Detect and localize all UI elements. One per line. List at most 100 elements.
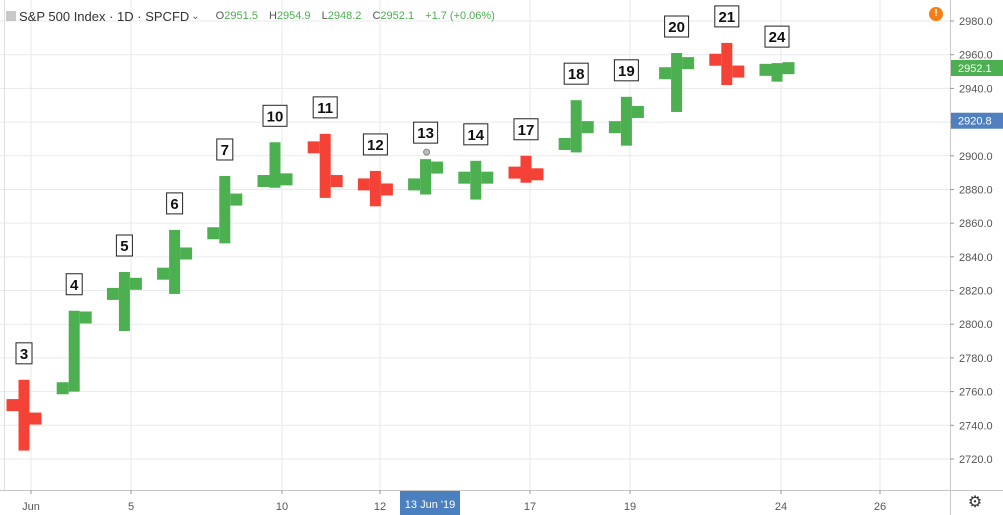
open-label: O	[215, 10, 225, 22]
price-tag	[951, 112, 1003, 129]
bar-day-label: 11	[317, 100, 333, 117]
bar-day-label-box	[563, 62, 589, 85]
ohlc-close-tick	[129, 277, 142, 290]
bar-day-label: 21	[718, 9, 735, 26]
ohlc-bar-18[interactable]	[570, 100, 582, 153]
ohlc-open-tick	[56, 382, 69, 395]
x-tick-label: 26	[874, 501, 886, 513]
bar-day-label-box	[65, 273, 83, 296]
ohlc-close-tick	[481, 171, 494, 184]
crosshair-date-tag	[400, 491, 460, 515]
bar-day-label-box	[714, 5, 740, 28]
bar-day-label: 18	[568, 66, 585, 83]
crosshair-marker	[423, 148, 431, 156]
ohlc-close-tick	[29, 412, 42, 425]
open-value: 2951.5	[224, 10, 258, 22]
bar-day-label: 5	[120, 238, 128, 255]
y-tick-label: 2860.0	[959, 218, 993, 230]
close-value: 2952.1	[380, 10, 415, 22]
x-tick-label: 24	[775, 501, 787, 513]
y-tick-label: 2720.0	[959, 454, 993, 466]
ohlc-bar-3[interactable]	[18, 379, 30, 451]
ohlc-open-tick	[458, 171, 471, 184]
ohlc-bar-11[interactable]	[319, 133, 331, 198]
ohlc-close-tick	[581, 121, 594, 134]
ohlc-close-tick	[79, 311, 92, 324]
ohlc-close-tick	[380, 183, 393, 196]
ohlc-bar-6[interactable]	[169, 229, 181, 294]
ohlc-close-tick	[330, 175, 343, 188]
ohlc-bar-10[interactable]	[269, 142, 281, 188]
x-tick-label: 10	[276, 501, 288, 513]
ohlc-bar-20[interactable]	[671, 53, 683, 112]
ohlc-bar-19[interactable]	[620, 96, 632, 146]
bar-day-label-box	[166, 192, 184, 215]
low-value: 2948.2	[327, 10, 362, 22]
ohlc-open-tick	[207, 227, 220, 240]
ohlc-bar-5[interactable]	[118, 272, 130, 331]
ohlc-bar-13[interactable]	[420, 159, 432, 195]
bar-day-label-box	[513, 118, 539, 141]
bar-day-label-box	[262, 104, 288, 127]
ohlc-bar-21[interactable]	[721, 42, 733, 86]
ohlc-bar-17[interactable]	[520, 155, 532, 183]
bar-day-label: 17	[518, 122, 535, 139]
settings-gear-icon[interactable]: ⚙	[967, 494, 983, 511]
y-tick-label: 2960.0	[959, 50, 993, 62]
ohlc-open-tick	[709, 53, 722, 66]
symbol-logo-icon	[6, 11, 16, 21]
chart-header: S&P 500 Index · 1D · SPCFD ⌄ O2951.5 H29…	[6, 6, 495, 26]
ohlc-close-tick	[682, 57, 695, 70]
ohlc-close-tick	[732, 65, 745, 78]
symbol-title[interactable]: S&P 500 Index · 1D · SPCFD	[19, 8, 190, 24]
ohlc-readout: O2951.5 H2954.9 L2948.2 C2952.1 +1.7 (+0…	[216, 10, 495, 22]
x-tick-label: 17	[524, 501, 536, 513]
bar-day-label-box	[664, 15, 690, 38]
price-tag-label: 2920.8	[958, 116, 992, 128]
ohlc-bar-7[interactable]	[219, 175, 231, 244]
y-tick-label: 2780.0	[959, 353, 993, 365]
ohlc-close-tick	[431, 161, 444, 174]
alert-icon[interactable]: !	[929, 7, 943, 21]
bar-day-label-box	[413, 121, 439, 144]
y-tick-label: 2760.0	[959, 387, 993, 399]
bar-day-label-box	[312, 96, 338, 119]
ohlc-open-tick	[257, 175, 270, 188]
ohlc-bar-4[interactable]	[68, 310, 80, 392]
y-tick-label: 2800.0	[959, 319, 993, 331]
bar-day-label: 6	[170, 196, 178, 213]
ohlc-open-tick	[659, 67, 672, 80]
x-tick-label: 5	[128, 501, 134, 513]
chevron-down-icon[interactable]: ⌄	[191, 10, 200, 22]
bar-day-label: 13	[417, 125, 434, 142]
y-tick-label: 2980.0	[959, 16, 993, 28]
ohlc-close-tick	[280, 173, 293, 186]
ohlc-close-tick	[782, 62, 795, 75]
price-tag-label: 2952.1	[958, 63, 992, 75]
y-tick-label: 2740.0	[959, 420, 993, 432]
high-value: 2954.9	[276, 10, 311, 22]
ohlc-bar-14[interactable]	[470, 160, 482, 200]
bar-day-label-box	[362, 133, 388, 156]
change-value: +1.7 (+0.06%)	[425, 10, 495, 22]
price-tag	[951, 60, 1003, 77]
ohlc-bar-24[interactable]	[771, 63, 783, 82]
bar-day-label: 20	[668, 19, 685, 36]
ohlc-close-tick	[631, 105, 644, 118]
bar-day-label: 19	[618, 63, 635, 80]
ohlc-bar-12[interactable]	[369, 170, 381, 207]
ohlc-open-tick	[408, 178, 421, 191]
ohlc-open-tick	[608, 121, 621, 134]
ohlc-open-tick	[106, 287, 119, 300]
ohlc-open-tick	[759, 63, 772, 76]
crosshair-date-label: 13 Jun '19	[405, 499, 455, 511]
bar-day-label: 12	[367, 137, 384, 154]
ohlc-open-tick	[558, 137, 571, 150]
ohlc-open-tick	[357, 178, 370, 191]
bar-day-label-box	[15, 342, 33, 365]
bar-day-label-box	[115, 234, 133, 257]
y-tick-label: 2880.0	[959, 184, 993, 196]
ohlc-close-tick	[180, 247, 193, 260]
